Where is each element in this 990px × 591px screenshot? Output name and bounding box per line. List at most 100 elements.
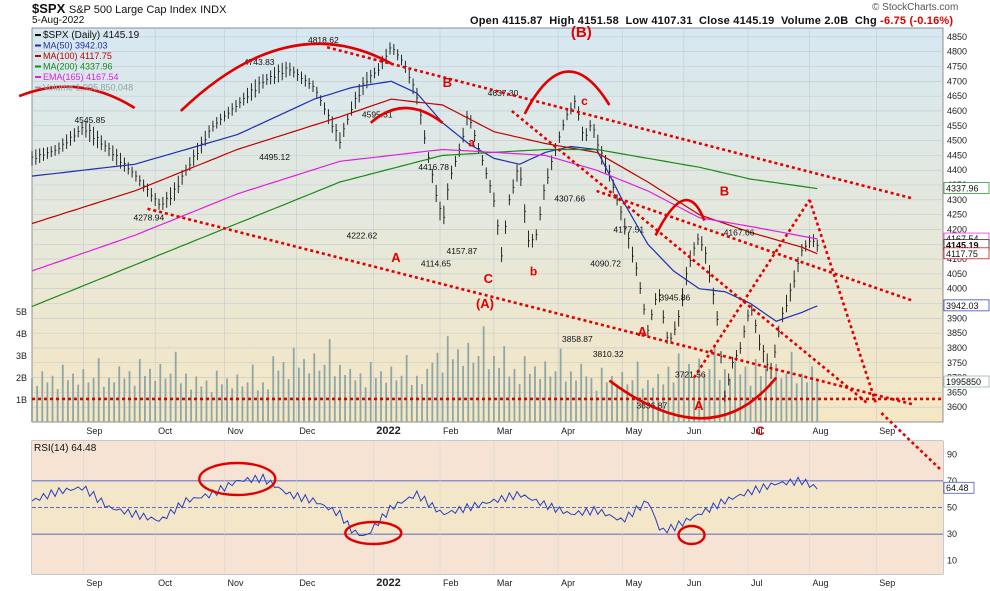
price-annotation: 4114.65 [421,258,451,268]
volume-bar [698,358,701,422]
volume-bar [641,388,644,422]
legend-entry: MA(200) 4337.96 [43,62,113,72]
rsi-y-tick-label: 50 [947,503,957,513]
wave-arc [654,198,706,236]
wave-label: (B) [571,24,592,41]
volume-bar [400,375,403,422]
value-tag: 4337.96 [946,184,979,194]
y-tick-label: 3900 [947,313,967,323]
volume-bar [390,366,393,422]
rsi-x-tick-label: Sep [86,578,102,588]
volume-bar [328,339,331,422]
volume-bar [133,385,136,422]
volume-bar [528,373,531,422]
price-annotation: 4818.62 [308,35,339,45]
volume-bar [682,371,685,422]
wave-label: A [694,398,704,413]
rsi-x-tick-label: 2022 [376,577,400,589]
price-annotation: 4743.83 [244,57,275,67]
high-value: 4151.58 [577,15,619,27]
volume-bar [729,378,731,422]
volume-bar [631,380,634,422]
y-tick-label: 4450 [947,150,967,160]
wave-label: a [468,135,475,149]
x-tick-label: Jun [687,426,702,436]
rsi-x-tick-label: Feb [443,578,459,588]
volume-bar [559,348,562,422]
rsi-x-tick-label: May [625,578,643,588]
rsi-y-tick-label: 10 [947,556,957,566]
volume-bar [246,382,249,422]
y-tick-label: 4000 [947,284,967,294]
volume-bar [575,380,577,422]
volume-bar [154,380,157,422]
volume-bar [138,359,141,422]
price-annotation: 4167.66 [724,227,755,237]
y-tick-label: 4850 [947,32,967,42]
volume-bar [785,373,788,422]
price-annotation: 4157.87 [447,246,478,256]
volume-bar [123,378,126,422]
volume-bar [410,385,413,422]
price-annotation: 4090.72 [590,258,621,268]
volume-bar [539,378,542,422]
y-tick-label: 4300 [947,195,967,205]
x-tick-label: Nov [227,426,244,436]
volume-bar [421,384,423,422]
volume-bar [174,351,177,422]
volume-bar [369,361,372,422]
price-annotation: 4307.66 [554,193,585,203]
x-tick-label: Sep [86,426,102,436]
wave-label: C [484,271,494,286]
ma200-line [31,148,818,308]
low-value: 4107.31 [651,15,693,27]
volume-bar [97,358,100,422]
price-annotation: 4222.62 [346,230,377,240]
value-tag: 4167.54 [946,234,979,244]
volume-bar [149,368,151,422]
volume-bar [688,363,690,422]
high-label: High [549,15,575,27]
volume-bar [513,368,516,422]
volume-bar [795,383,798,422]
volume-bar [677,353,680,422]
rsi-highlight-circle [198,461,277,497]
rsi-y-tick-label: 30 [947,529,957,539]
chart-date: 5-Aug-2022 [32,15,85,26]
rsi-upper-zone [32,441,943,481]
y-tick-label: 4050 [947,269,967,279]
legend-entry: MA(50) 3942.03 [43,41,108,51]
volume-bar [672,382,675,422]
rsi-x-tick-label: Aug [813,578,829,588]
volume-bar [482,326,485,422]
volume-bar [262,382,264,422]
x-tick-label: Oct [158,426,173,436]
volume-bar [267,389,269,422]
y-tick-label: 3800 [947,343,967,353]
volume-bar [662,384,665,422]
volume-bar [144,376,146,422]
y-tick-label: 4700 [947,76,967,86]
legend-entry: EMA(165) 4167.54 [43,72,119,82]
volume-bar [241,386,244,422]
volume-bar [339,364,341,422]
wave-label: A [391,250,401,265]
volume-tick-label: 3B [16,351,27,361]
volume-bar [108,378,110,422]
volume-bar [282,361,285,422]
wave-arc [18,85,136,110]
rsi-value-tag: 64.48 [946,483,969,493]
legend-entry: Volume 1,995,850,048 [43,83,133,93]
price-annotation: 4416.78 [418,162,449,172]
wave-label: (A) [476,296,494,311]
volume-bar [806,382,808,422]
volume-bar [318,370,321,422]
volume-bar [667,366,670,422]
volume-bar [82,369,85,422]
volume-bar [436,352,439,422]
volume-bar [277,370,280,422]
volume-bar [652,387,654,422]
price-annotation: 4545.85 [74,115,105,125]
